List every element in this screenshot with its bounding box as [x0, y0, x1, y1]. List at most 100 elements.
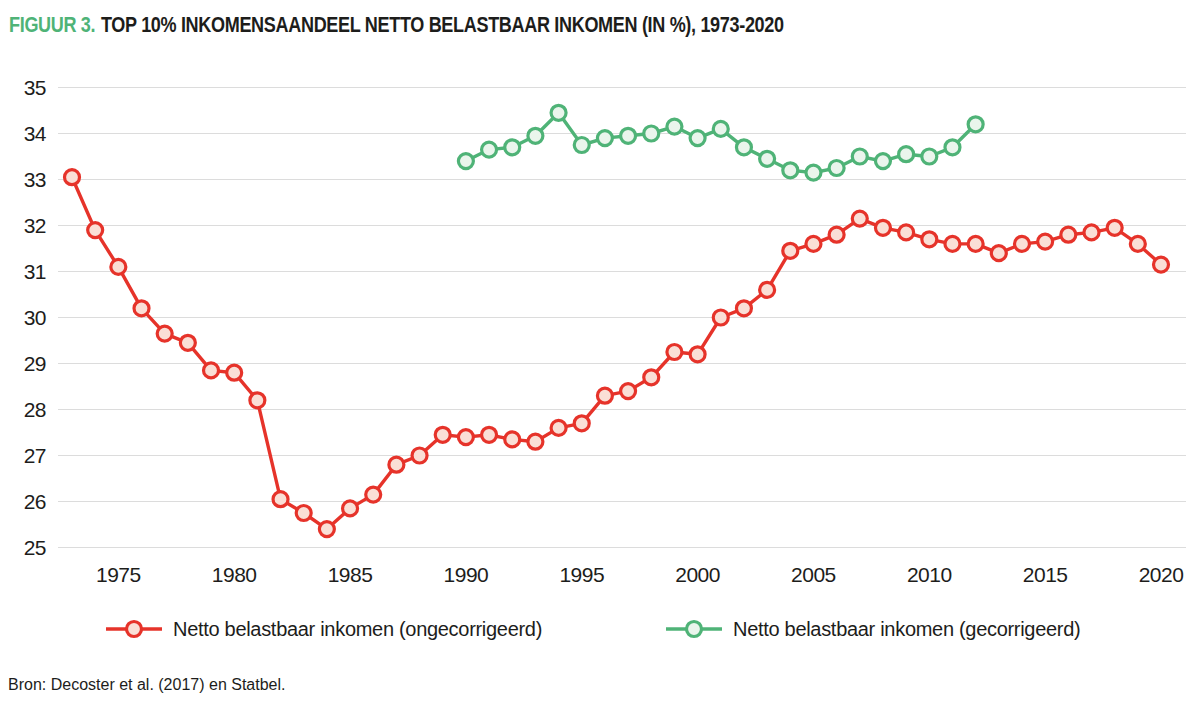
- data-point: [690, 131, 705, 146]
- data-point: [991, 246, 1006, 261]
- data-point: [875, 154, 890, 169]
- data-point: [968, 236, 983, 251]
- x-tick-label: 1995: [559, 563, 604, 586]
- legend-item-gecorrigeerd: Netto belastbaar inkomen (gecorrigeerd): [665, 612, 1080, 646]
- data-point: [1107, 220, 1122, 235]
- legend-label: Netto belastbaar inkomen (gecorrigeerd): [733, 618, 1080, 641]
- data-point: [968, 117, 983, 132]
- data-point: [458, 154, 473, 169]
- y-tick-label: 28: [24, 398, 46, 421]
- green-line-marker-icon: [665, 618, 723, 640]
- data-point: [528, 434, 543, 449]
- data-point: [922, 232, 937, 247]
- data-point: [319, 522, 334, 537]
- data-point: [621, 384, 636, 399]
- data-point: [760, 151, 775, 166]
- data-point: [875, 220, 890, 235]
- data-point: [574, 416, 589, 431]
- data-point: [945, 236, 960, 251]
- data-point: [899, 147, 914, 162]
- data-point: [829, 227, 844, 242]
- data-point: [273, 492, 288, 507]
- data-point: [343, 501, 358, 516]
- x-tick-label: 1985: [328, 563, 373, 586]
- x-tick-label: 2015: [1023, 563, 1068, 586]
- data-point: [435, 427, 450, 442]
- chart-legend: Netto belastbaar inkomen (ongecorrigeerd…: [0, 612, 1200, 646]
- data-point: [1154, 257, 1169, 272]
- data-point: [551, 105, 566, 120]
- series-line: [72, 177, 1161, 529]
- data-point: [829, 161, 844, 176]
- x-tick-label: 2010: [907, 563, 952, 586]
- data-point: [945, 140, 960, 155]
- data-point: [204, 363, 219, 378]
- data-point: [783, 243, 798, 258]
- data-point: [621, 128, 636, 143]
- legend-item-ongecorrigeerd: Netto belastbaar inkomen (ongecorrigeerd…: [105, 612, 542, 646]
- data-point: [412, 448, 427, 463]
- data-point: [922, 149, 937, 164]
- source-note: Bron: Decoster et al. (2017) en Statbel.: [8, 676, 285, 694]
- data-point: [667, 345, 682, 360]
- data-point: [250, 393, 265, 408]
- y-tick-label: 33: [24, 168, 46, 191]
- x-tick-label: 1975: [96, 563, 141, 586]
- data-point: [574, 138, 589, 153]
- y-tick-label: 32: [24, 214, 46, 237]
- data-point: [88, 223, 103, 238]
- series-0: [65, 170, 1169, 537]
- data-point: [760, 282, 775, 297]
- data-point: [644, 370, 659, 385]
- data-point: [482, 142, 497, 157]
- series-1: [458, 105, 983, 180]
- data-point: [713, 310, 728, 325]
- legend-label: Netto belastbaar inkomen (ongecorrigeerd…: [173, 618, 542, 641]
- data-point: [597, 131, 612, 146]
- x-tick-label: 2020: [1139, 563, 1184, 586]
- data-point: [713, 121, 728, 136]
- y-tick-label: 34: [24, 122, 47, 145]
- data-point: [111, 259, 126, 274]
- y-tick-label: 31: [24, 260, 46, 283]
- data-point: [134, 301, 149, 316]
- x-tick-label: 2000: [675, 563, 720, 586]
- data-point: [180, 335, 195, 350]
- data-point: [899, 225, 914, 240]
- data-point: [783, 163, 798, 178]
- data-point: [1130, 236, 1145, 251]
- data-point: [1038, 234, 1053, 249]
- y-tick-label: 35: [24, 76, 46, 99]
- data-point: [806, 165, 821, 180]
- data-point: [597, 388, 612, 403]
- y-tick-label: 26: [24, 490, 46, 513]
- y-tick-label: 27: [24, 444, 46, 467]
- x-tick-label: 1990: [444, 563, 489, 586]
- x-tick-label: 2005: [791, 563, 836, 586]
- data-point: [65, 170, 80, 185]
- data-point: [528, 128, 543, 143]
- x-tick-label: 1980: [212, 563, 257, 586]
- data-point: [1014, 236, 1029, 251]
- data-point: [505, 140, 520, 155]
- data-point: [667, 119, 682, 134]
- y-tick-label: 29: [24, 352, 46, 375]
- data-point: [852, 211, 867, 226]
- y-tick-label: 25: [24, 536, 46, 559]
- data-point: [227, 365, 242, 380]
- data-point: [690, 347, 705, 362]
- data-point: [1061, 227, 1076, 242]
- data-point: [551, 420, 566, 435]
- data-point: [852, 149, 867, 164]
- data-point: [505, 432, 520, 447]
- data-point: [806, 236, 821, 251]
- figure-page: FIGUUR 3.TOP 10% INKOMENSAANDEEL NETTO B…: [0, 0, 1200, 715]
- chart-canvas: 2526272829303132333435197519801985199019…: [0, 0, 1200, 600]
- data-point: [157, 326, 172, 341]
- data-point: [458, 430, 473, 445]
- data-point: [736, 301, 751, 316]
- data-point: [736, 140, 751, 155]
- red-line-marker-icon: [105, 618, 163, 640]
- data-point: [644, 126, 659, 141]
- data-point: [366, 487, 381, 502]
